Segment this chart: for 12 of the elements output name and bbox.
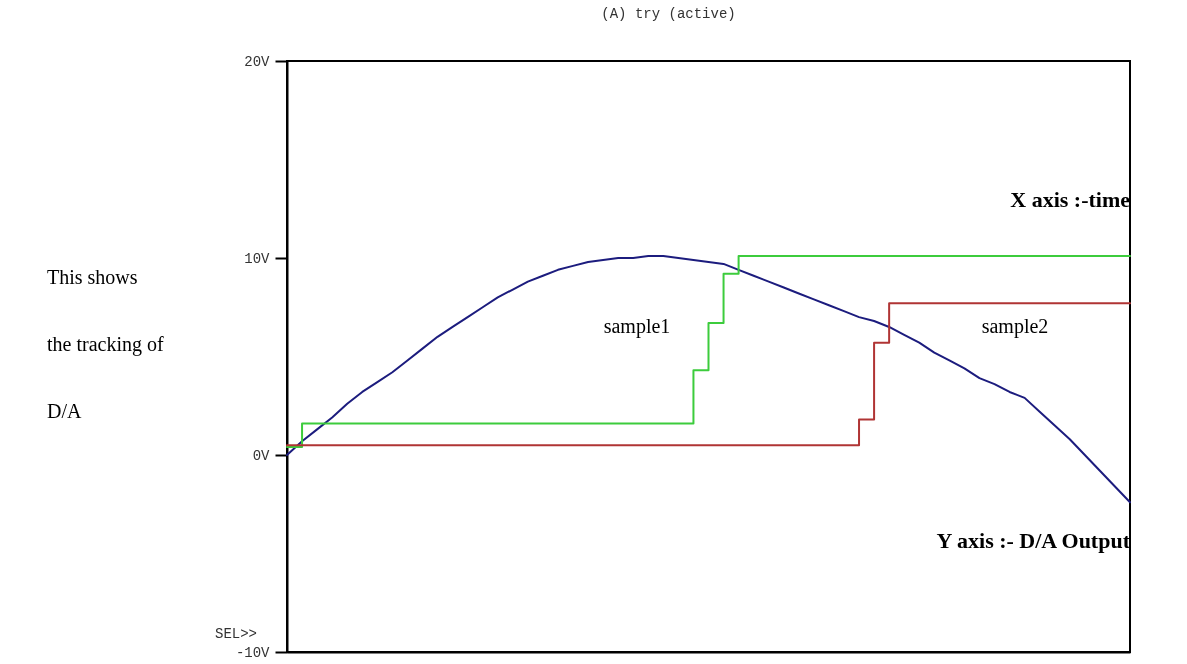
line-series bbox=[286, 255, 1131, 504]
text: SEL>> bbox=[214, 626, 257, 642]
annotation: sample1 bbox=[603, 315, 671, 338]
y-tick-label: 0V bbox=[252, 447, 271, 464]
y-tick-label: 20V bbox=[244, 53, 271, 70]
annotation: X axis :-time bbox=[1010, 187, 1131, 212]
y-tick-label: -10V bbox=[235, 644, 271, 661]
text: This shows the tracking of D/A bbox=[47, 266, 164, 422]
chart-title: (A) try (active) bbox=[601, 6, 736, 22]
annotation: sample2 bbox=[981, 315, 1049, 338]
annotation: Y axis :- D/A Output bbox=[936, 528, 1131, 553]
y-tick-label: 10V bbox=[244, 250, 271, 267]
